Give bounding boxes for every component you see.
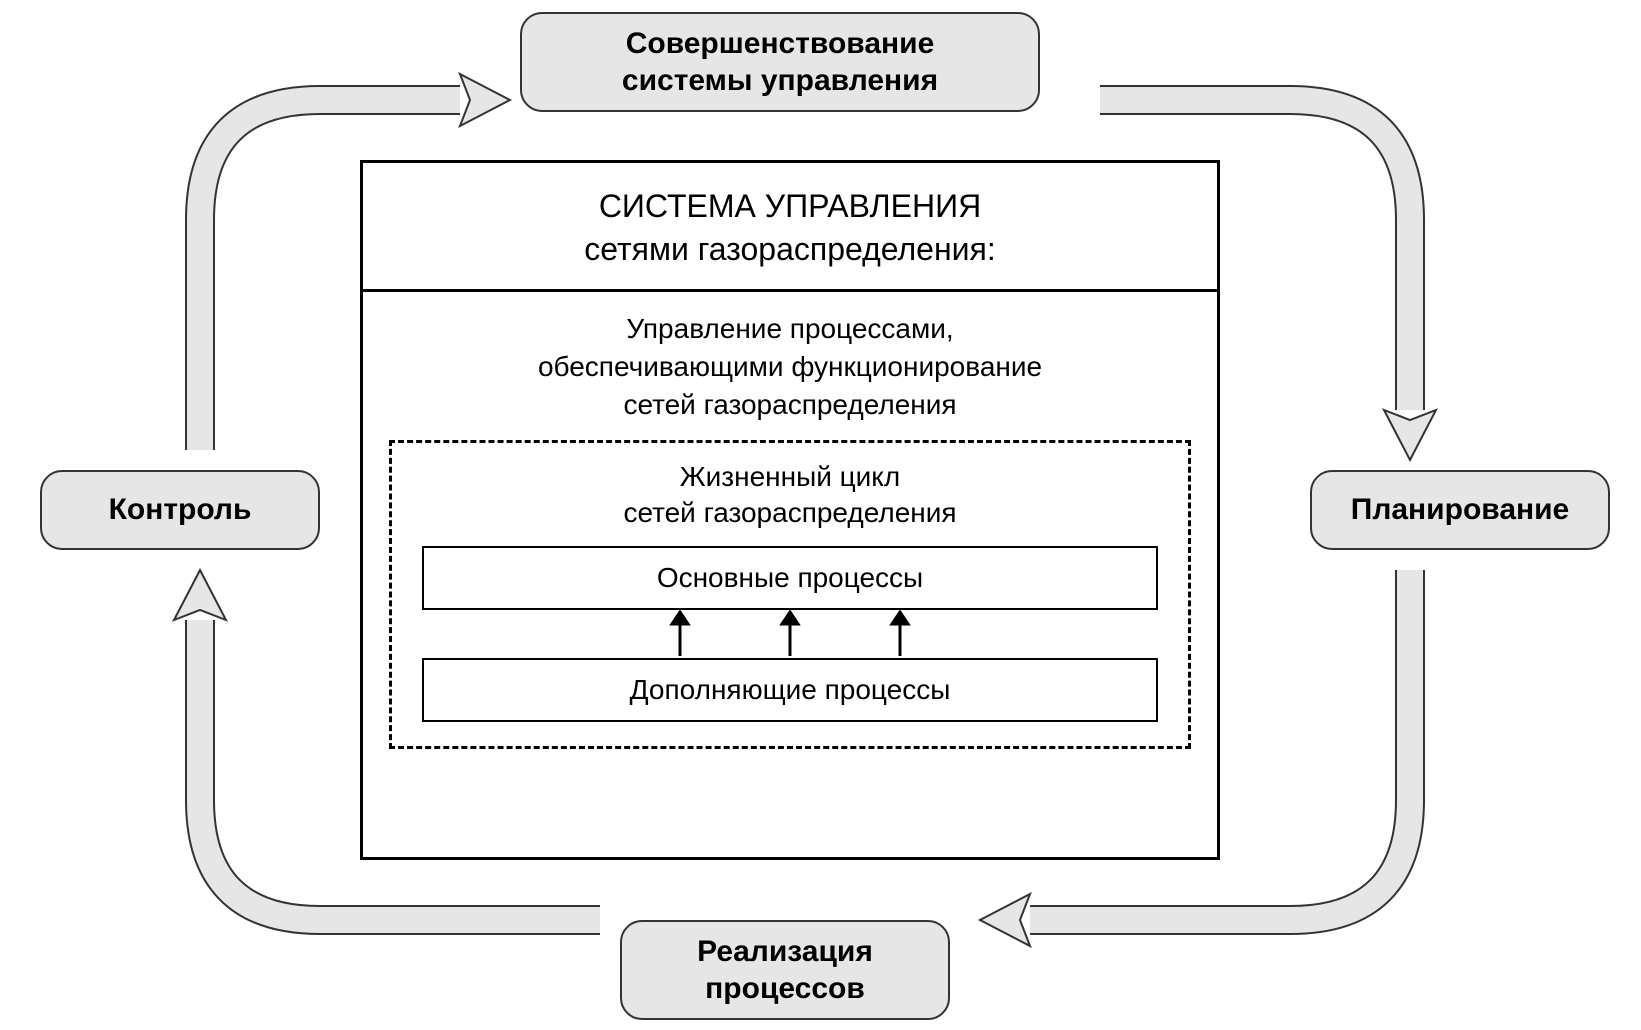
supporting-processes-label: Дополняющие процессы — [630, 674, 951, 705]
node-planning: Планирование — [1310, 470, 1610, 550]
lifecycle-frame: Жизненный цикл сетей газораспределения О… — [389, 440, 1191, 749]
node-implementation-label: Реализацияпроцессов — [697, 933, 873, 1008]
node-improvement-label: Совершенствованиесистемы управления — [622, 25, 938, 100]
center-sub-line2: обеспечивающими функционирование — [389, 348, 1191, 386]
inner-arrows-row — [422, 610, 1158, 658]
center-sub-line3: сетей газораспределения — [389, 386, 1191, 424]
main-processes-box: Основные процессы — [422, 546, 1158, 610]
node-control: Контроль — [40, 470, 320, 550]
center-header: СИСТЕМА УПРАВЛЕНИЯ сетями газораспределе… — [363, 163, 1217, 292]
node-control-label: Контроль — [109, 491, 252, 529]
lifecycle-line2: сетей газораспределения — [422, 495, 1158, 531]
center-sub-line1: Управление процессами, — [389, 310, 1191, 348]
node-planning-label: Планирование — [1351, 491, 1570, 529]
node-improvement: Совершенствованиесистемы управления — [520, 12, 1040, 112]
lifecycle-line1: Жизненный цикл — [422, 459, 1158, 495]
lifecycle-title: Жизненный цикл сетей газораспределения — [422, 459, 1158, 532]
main-processes-label: Основные процессы — [657, 562, 923, 593]
node-implementation: Реализацияпроцессов — [620, 920, 950, 1020]
center-header-line2: сетями газораспределения: — [383, 228, 1197, 271]
center-subtitle: Управление процессами, обеспечивающими ф… — [389, 310, 1191, 423]
center-body: Управление процессами, обеспечивающими ф… — [363, 292, 1217, 774]
supporting-processes-box: Дополняющие процессы — [422, 658, 1158, 722]
center-frame: СИСТЕМА УПРАВЛЕНИЯ сетями газораспределе… — [360, 160, 1220, 860]
diagram-stage: Совершенствованиесистемы управления План… — [0, 0, 1641, 1030]
inner-arrows-icon — [422, 610, 1158, 658]
center-header-line1: СИСТЕМА УПРАВЛЕНИЯ — [383, 185, 1197, 228]
